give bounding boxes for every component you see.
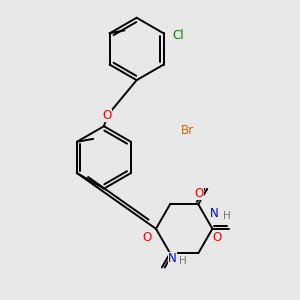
Text: O: O	[194, 187, 204, 200]
Text: O: O	[212, 231, 221, 244]
Text: H: H	[223, 211, 230, 221]
Text: O: O	[102, 109, 112, 122]
Text: O: O	[142, 231, 152, 244]
Text: Cl: Cl	[172, 29, 184, 42]
Text: H: H	[179, 256, 187, 266]
Text: N: N	[209, 207, 218, 220]
Text: N: N	[168, 252, 177, 265]
Text: Br: Br	[181, 124, 194, 137]
